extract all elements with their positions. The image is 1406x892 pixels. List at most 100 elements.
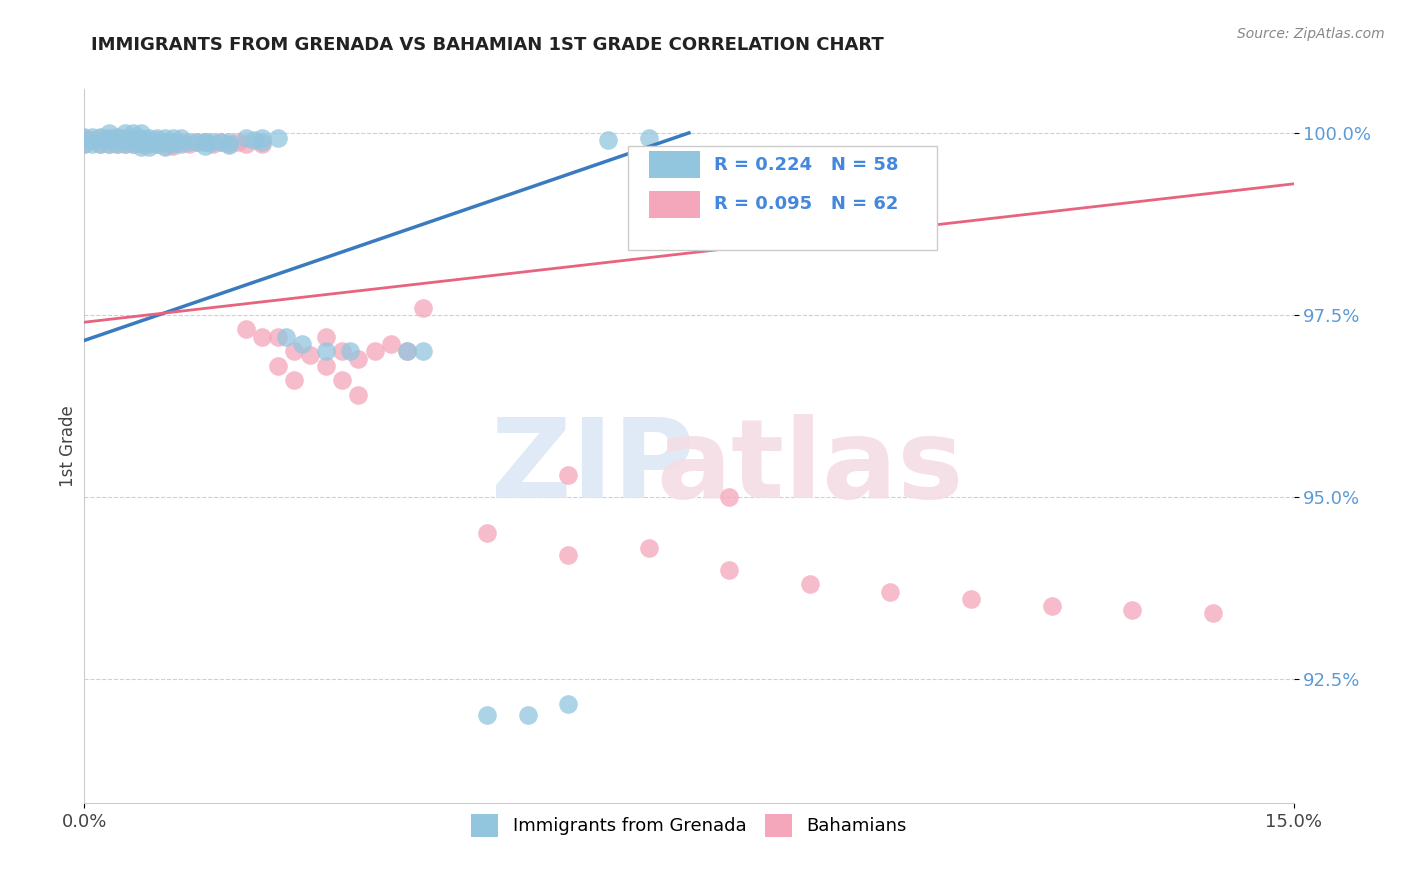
Point [129, 136, 152, 150]
Point [267, 330, 290, 344]
Point [235, 131, 257, 145]
Point [557, 468, 579, 483]
Point [73, 129, 96, 144]
Text: ZIP: ZIP [491, 414, 695, 521]
Bar [650, 191, 700, 218]
Point [138, 136, 160, 150]
Point [170, 135, 193, 149]
Point [291, 337, 314, 351]
Point [283, 374, 305, 388]
Point [179, 136, 201, 151]
Point [89, 131, 111, 145]
Point [363, 344, 385, 359]
Point [339, 344, 361, 359]
Point [121, 126, 143, 140]
Point [146, 133, 169, 147]
Point [170, 131, 193, 145]
Point [347, 388, 370, 402]
Point [129, 136, 152, 151]
Point [557, 548, 579, 562]
Point [138, 136, 160, 151]
Point [194, 139, 217, 153]
Point [1040, 599, 1063, 614]
Point [1202, 607, 1225, 621]
Point [315, 330, 337, 344]
Point [138, 140, 160, 154]
Point [153, 136, 176, 150]
Point [380, 337, 402, 351]
Point [267, 131, 290, 145]
Point [146, 136, 169, 151]
Point [315, 344, 337, 359]
Point [1121, 603, 1143, 617]
Point [162, 131, 184, 145]
Point [274, 330, 297, 344]
Point [194, 135, 217, 149]
Point [105, 131, 128, 145]
Point [202, 136, 225, 151]
Point [97, 131, 120, 145]
Point [114, 133, 136, 147]
Point [162, 139, 184, 153]
Point [153, 131, 176, 145]
Point [395, 344, 418, 359]
Point [138, 133, 160, 147]
Point [73, 136, 96, 151]
Point [218, 136, 240, 150]
Point [114, 136, 136, 151]
Y-axis label: 1st Grade: 1st Grade [59, 405, 77, 487]
Point [89, 129, 111, 144]
Point [73, 136, 96, 151]
Point [89, 136, 111, 151]
Point [121, 136, 143, 151]
Point [82, 133, 104, 147]
Legend: Immigrants from Grenada, Bahamians: Immigrants from Grenada, Bahamians [464, 807, 914, 844]
Point [194, 135, 217, 149]
Point [209, 135, 232, 149]
Point [146, 131, 169, 145]
Point [97, 131, 120, 145]
Point [412, 301, 434, 315]
Point [97, 136, 120, 151]
Point [330, 374, 353, 388]
Point [146, 136, 169, 151]
Point [170, 136, 193, 151]
Point [235, 322, 257, 336]
Point [202, 135, 225, 149]
Point [105, 136, 128, 151]
Point [153, 139, 176, 153]
Point [194, 136, 217, 150]
Point [347, 351, 370, 366]
Point [637, 541, 659, 555]
Text: R = 0.095   N = 62: R = 0.095 N = 62 [714, 195, 898, 213]
Point [718, 490, 741, 504]
Point [960, 591, 983, 606]
Point [114, 136, 136, 151]
Point [250, 131, 273, 145]
Point [283, 344, 305, 359]
Point [105, 129, 128, 144]
Point [129, 133, 152, 147]
Point [89, 136, 111, 151]
Text: atlas: atlas [657, 414, 963, 521]
Point [162, 136, 184, 151]
Point [121, 131, 143, 145]
Point [718, 563, 741, 577]
Point [315, 359, 337, 373]
Point [114, 126, 136, 140]
Point [129, 131, 152, 145]
Point [218, 136, 240, 151]
Point [516, 708, 538, 723]
Point [218, 137, 240, 152]
Point [186, 135, 208, 149]
Point [557, 698, 579, 712]
Text: R = 0.224   N = 58: R = 0.224 N = 58 [714, 156, 898, 174]
Point [209, 135, 232, 149]
Bar [650, 152, 700, 178]
Point [162, 135, 184, 149]
Text: IMMIGRANTS FROM GRENADA VS BAHAMIAN 1ST GRADE CORRELATION CHART: IMMIGRANTS FROM GRENADA VS BAHAMIAN 1ST … [91, 36, 884, 54]
Point [250, 135, 273, 149]
Point [395, 344, 418, 359]
Text: Source: ZipAtlas.com: Source: ZipAtlas.com [1237, 27, 1385, 41]
Point [637, 131, 659, 145]
